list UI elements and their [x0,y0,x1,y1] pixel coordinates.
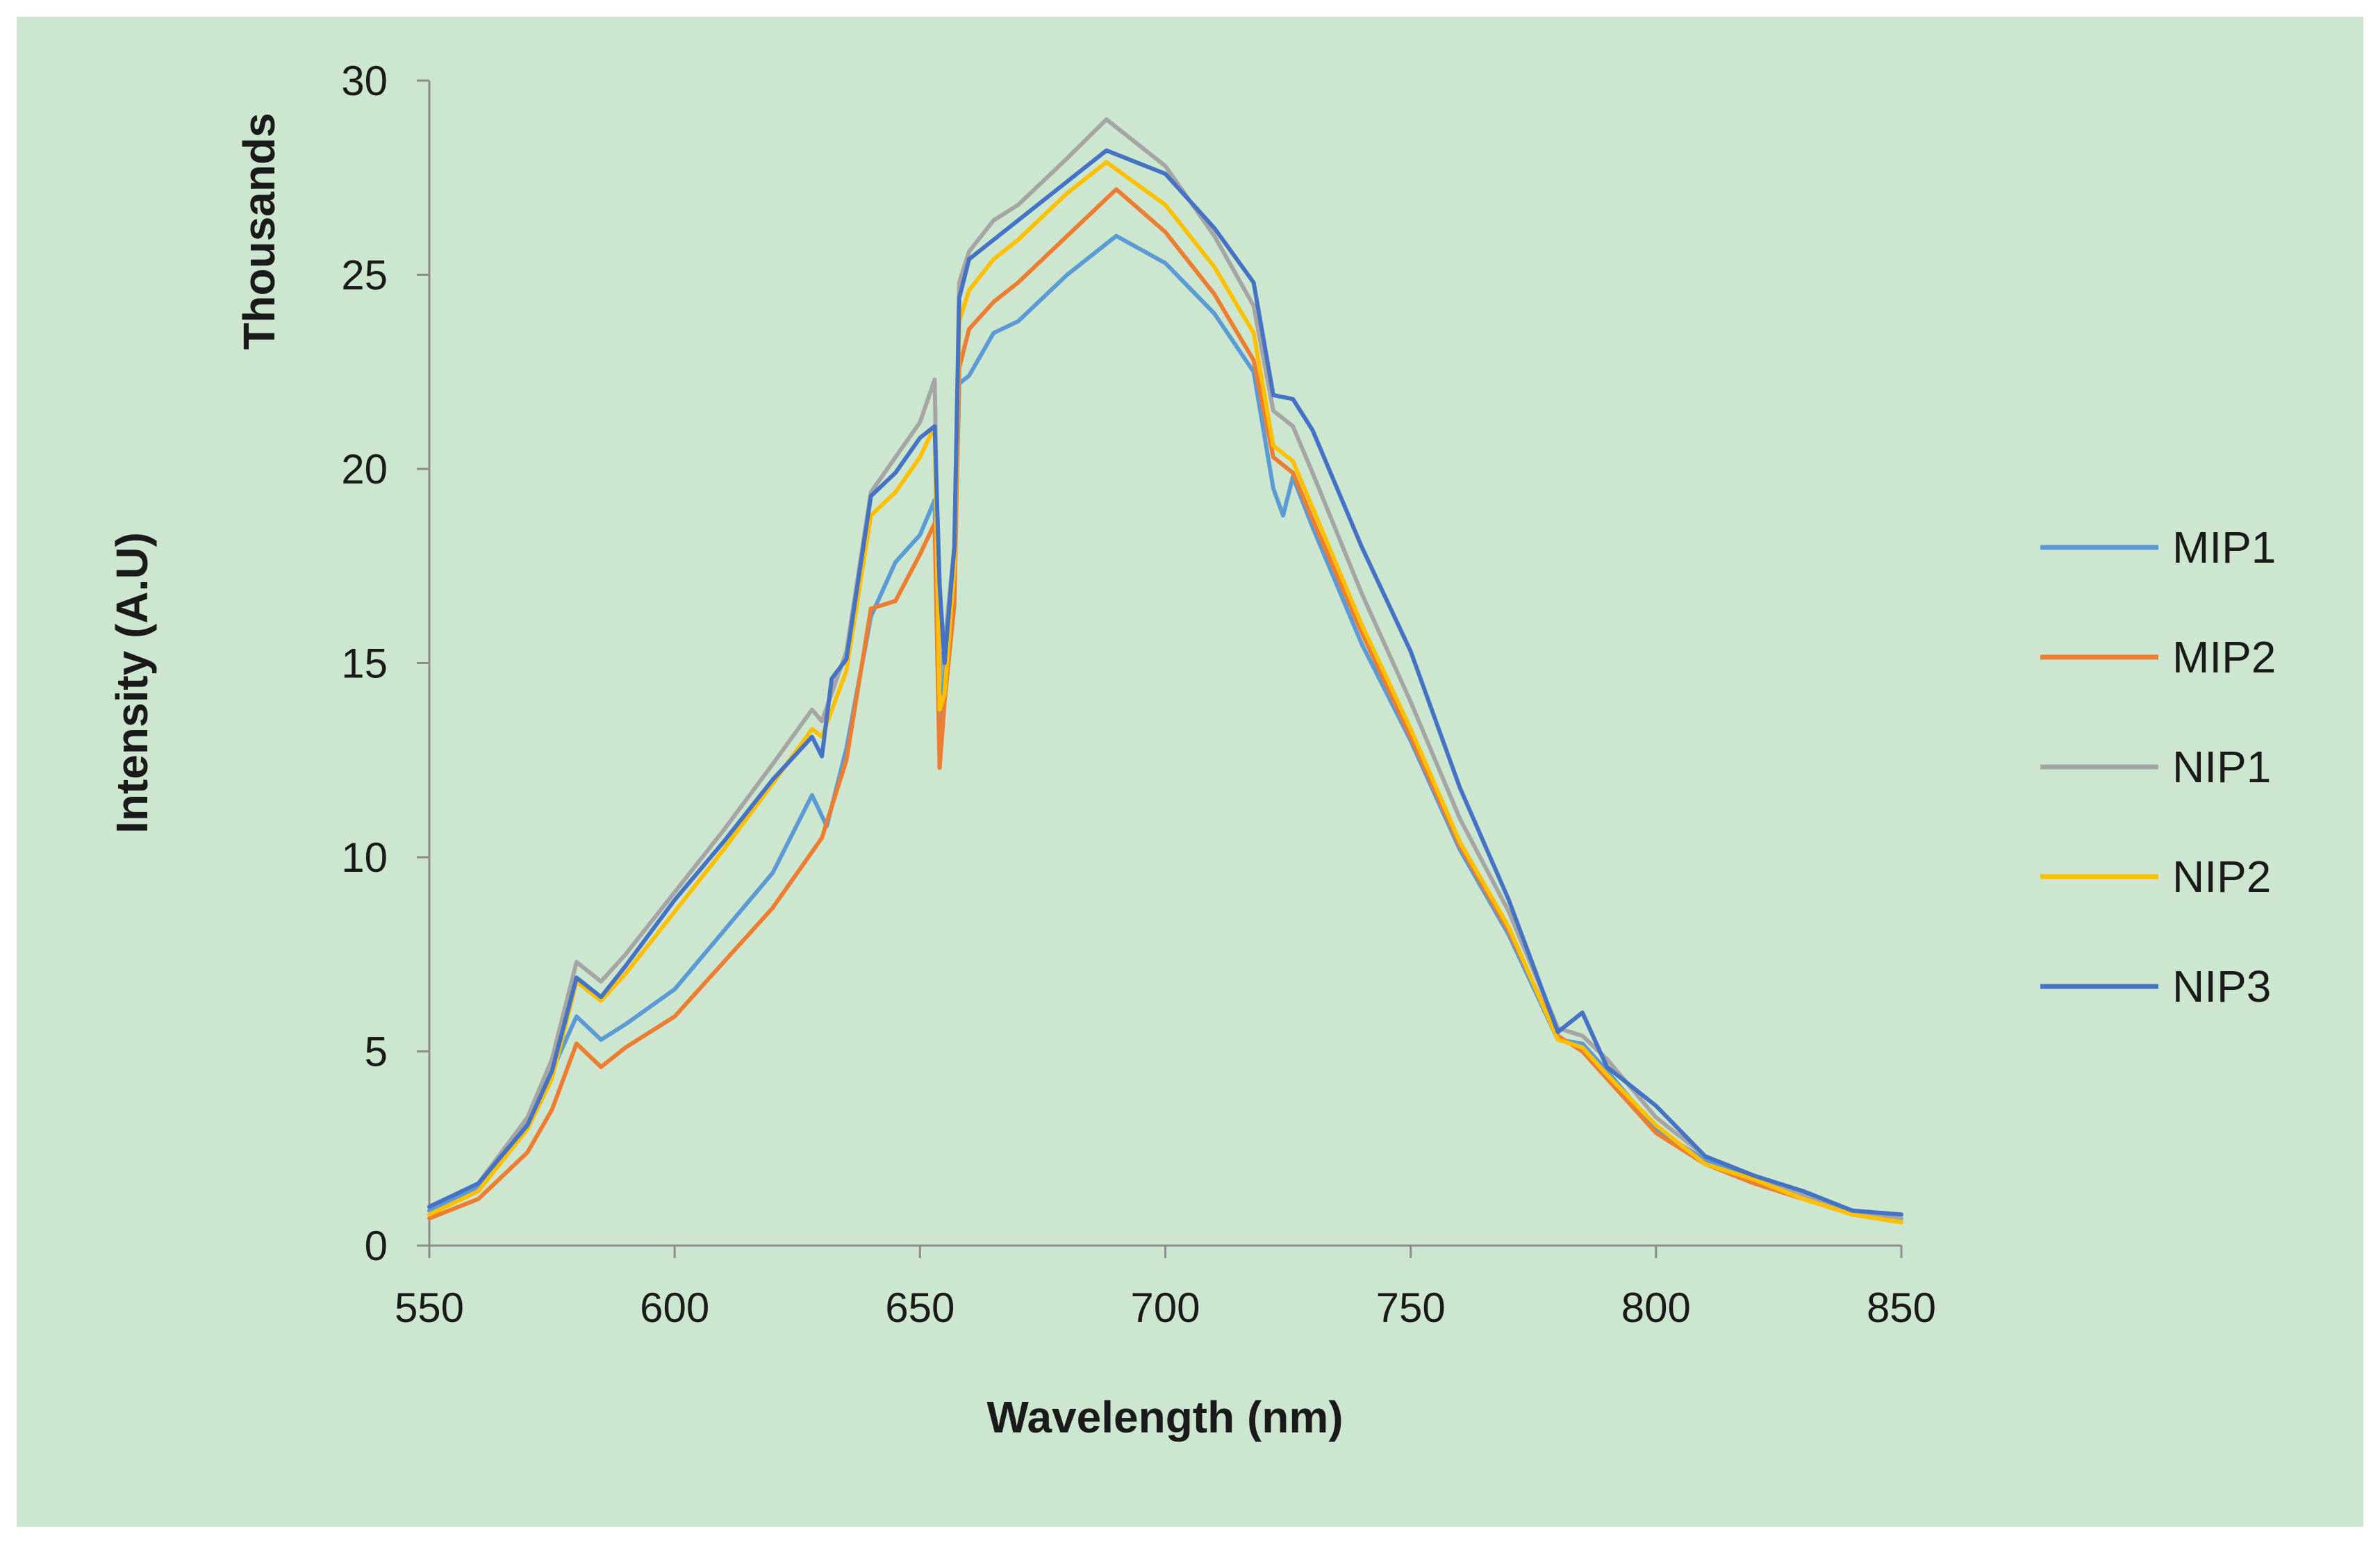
x-tick-label: 700 [1130,1284,1200,1331]
y-axis-unit-label: Thousands [234,113,284,349]
x-tick-label: 850 [1867,1284,1936,1331]
y-tick-label: 10 [341,834,388,881]
y-tick-label: 30 [341,58,388,104]
legend-item-nip2: NIP2 [2040,852,2271,902]
y-tick-label: 20 [341,446,388,493]
tick-labels: 0 5 10 15 20 25 30 550 600 650 700 750 800 850 [341,58,1936,1331]
series-line-mip2 [427,187,1903,1225]
x-tick-label: 800 [1621,1284,1691,1331]
x-tick-label: 650 [885,1284,955,1331]
legend-label: NIP1 [2172,742,2271,792]
legend-item-nip1: NIP1 [2040,742,2271,792]
y-tick-label: 0 [365,1223,388,1269]
legend-label: MIP2 [2172,632,2276,682]
legend-label: MIP1 [2172,522,2276,572]
series-line-nip2 [427,160,1903,1225]
series-line-nip1 [427,117,1903,1221]
axes [428,81,1901,1247]
x-axis-title: Wavelength (nm) [986,1392,1343,1442]
series-lines [427,117,1903,1225]
legend-item-mip2: MIP2 [2040,632,2276,682]
x-tick-label: 600 [640,1284,709,1331]
y-axis-title: Intensity (A.U) [107,532,157,834]
series-line-nip3 [427,148,1903,1217]
y-tick-label: 15 [341,640,388,687]
tick-marks [417,79,1903,1258]
y-tick-label: 25 [341,252,388,299]
series-line-mip1 [427,233,1903,1221]
legend-label: NIP3 [2172,961,2271,1011]
legend-label: NIP2 [2172,852,2271,902]
x-tick-label: 750 [1376,1284,1446,1331]
x-tick-label: 550 [395,1284,464,1331]
legend: MIP1 MIP2 NIP1 NIP2 NIP3 [2040,522,2276,1011]
legend-item-nip3: NIP3 [2040,961,2271,1011]
chart-panel [17,17,2363,1527]
y-tick-label: 5 [365,1029,388,1075]
legend-item-mip1: MIP1 [2040,522,2276,572]
